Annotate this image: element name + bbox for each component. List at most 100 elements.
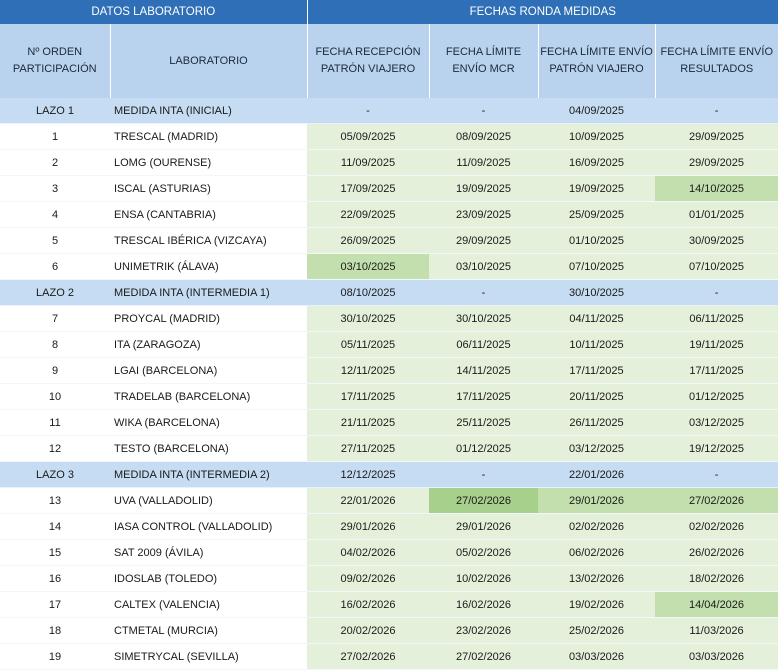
loop-row: LAZO 3 MEDIDA INTA (INTERMEDIA 2) 12/12/20… <box>0 461 778 488</box>
cell-limite-resultados: 18/02/2026 <box>655 565 778 592</box>
col-header-limite-resultados: FECHA LÍMITE ENVÍO RESULTADOS <box>655 24 778 98</box>
cell-limite-resultados: 19/12/2025 <box>655 435 778 462</box>
cell-recepcion: 22/09/2025 <box>307 201 430 228</box>
cell-limite-patron: 19/02/2026 <box>538 591 656 618</box>
cell-laboratorio: ISCAL (ASTURIAS) <box>110 175 308 202</box>
cell-recepcion: 22/01/2026 <box>307 487 430 514</box>
table-row: 13 UVA (VALLADOLID) 22/01/2026 27/02/2026 29… <box>0 487 778 514</box>
cell-limite-patron: 29/01/2026 <box>538 487 656 514</box>
table-row: 4 ENSA (CANTABRIA) 22/09/2025 23/09/2025 25/… <box>0 201 778 228</box>
cell-orden: 1 <box>0 123 110 150</box>
cell-limite-mcr: 29/09/2025 <box>429 227 539 254</box>
cell-limite-mcr: 29/01/2026 <box>429 513 539 540</box>
cell-limite-mcr: - <box>429 461 539 488</box>
cell-recepcion: 27/02/2026 <box>307 643 430 670</box>
cell-limite-patron: 02/02/2026 <box>538 513 656 540</box>
cell-recepcion: 17/09/2025 <box>307 175 430 202</box>
cell-limite-resultados: 01/01/2025 <box>655 201 778 228</box>
group-header-row: DATOS LABORATORIO FECHAS RONDA MEDIDAS <box>0 0 778 24</box>
cell-recepcion: 27/11/2025 <box>307 435 430 462</box>
cell-orden: 19 <box>0 643 110 670</box>
table-row: 18 CTMETAL (MURCIA) 20/02/2026 23/02/2026 25… <box>0 617 778 644</box>
cell-orden: 17 <box>0 591 110 618</box>
cell-limite-resultados: 17/11/2025 <box>655 357 778 384</box>
cell-recepcion: 16/02/2026 <box>307 591 430 618</box>
cell-limite-patron: 19/09/2025 <box>538 175 656 202</box>
cell-limite-patron: 30/10/2025 <box>538 279 656 306</box>
cell-limite-resultados: 03/03/2026 <box>655 643 778 670</box>
cell-recepcion: 08/10/2025 <box>307 279 430 306</box>
cell-orden: LAZO 3 <box>0 461 110 488</box>
cell-laboratorio: LOMG (OURENSE) <box>110 149 308 176</box>
cell-limite-resultados: 03/12/2025 <box>655 409 778 436</box>
cell-orden: 14 <box>0 513 110 540</box>
cell-orden: 2 <box>0 149 110 176</box>
cell-limite-mcr: 19/09/2025 <box>429 175 539 202</box>
col-header-laboratorio: LABORATORIO <box>110 24 308 98</box>
cell-recepcion: 05/11/2025 <box>307 331 430 358</box>
cell-limite-resultados: 14/10/2025 <box>655 175 778 202</box>
group-datos-laboratorio: DATOS LABORATORIO <box>0 0 308 24</box>
cell-recepcion: 03/10/2025 <box>307 253 430 280</box>
cell-orden: 11 <box>0 409 110 436</box>
cell-orden: 12 <box>0 435 110 462</box>
table-row: 15 SAT 2009 (ÁVILA) 04/02/2026 05/02/2026 06… <box>0 539 778 566</box>
cell-laboratorio: IASA CONTROL (VALLADOLID) <box>110 513 308 540</box>
col-header-limite-patron: FECHA LÍMITE ENVÍO PATRÓN VIAJERO <box>538 24 656 98</box>
cell-limite-patron: 13/02/2026 <box>538 565 656 592</box>
cell-limite-mcr: 01/12/2025 <box>429 435 539 462</box>
table-row: 19 SIMETRYCAL (SEVILLA) 27/02/2026 27/02/20… <box>0 643 778 670</box>
table-row: 12 TESTO (BARCELONA) 27/11/2025 01/12/2025 0… <box>0 435 778 462</box>
cell-limite-resultados: 29/09/2025 <box>655 123 778 150</box>
cell-limite-mcr: 23/02/2026 <box>429 617 539 644</box>
table-row: 17 CALTEX (VALENCIA) 16/02/2026 16/02/2026 1… <box>0 591 778 618</box>
table-row: 8 ITA (ZARAGOZA) 05/11/2025 06/11/2025 10/11… <box>0 331 778 358</box>
cell-orden: LAZO 1 <box>0 98 110 124</box>
cell-recepcion: 21/11/2025 <box>307 409 430 436</box>
cell-laboratorio: MEDIDA INTA (INTERMEDIA 1) <box>110 279 308 306</box>
cell-limite-patron: 25/02/2026 <box>538 617 656 644</box>
table-row: 2 LOMG (OURENSE) 11/09/2025 11/09/2025 16/09… <box>0 149 778 176</box>
cell-limite-resultados: 02/02/2026 <box>655 513 778 540</box>
cell-laboratorio: ITA (ZARAGOZA) <box>110 331 308 358</box>
table-row: 10 TRADELAB (BARCELONA) 17/11/2025 17/11/20… <box>0 383 778 410</box>
cell-recepcion: 20/02/2026 <box>307 617 430 644</box>
cell-limite-mcr: 17/11/2025 <box>429 383 539 410</box>
cell-limite-mcr: 23/09/2025 <box>429 201 539 228</box>
cell-laboratorio: UVA (VALLADOLID) <box>110 487 308 514</box>
cell-laboratorio: TRADELAB (BARCELONA) <box>110 383 308 410</box>
cell-limite-resultados: 06/11/2025 <box>655 305 778 332</box>
cell-limite-mcr: 03/10/2025 <box>429 253 539 280</box>
loop-row: LAZO 2 MEDIDA INTA (INTERMEDIA 1) 08/10/20… <box>0 279 778 306</box>
column-header-row: Nº ORDEN PARTICIPACIÓN LABORATORIO FECHA… <box>0 24 778 98</box>
cell-recepcion: 04/02/2026 <box>307 539 430 566</box>
cell-limite-mcr: 11/09/2025 <box>429 149 539 176</box>
cell-limite-resultados: 30/09/2025 <box>655 227 778 254</box>
loop-row: LAZO 1 MEDIDA INTA (INICIAL) - -04/09/2025- <box>0 98 778 124</box>
cell-recepcion: 17/11/2025 <box>307 383 430 410</box>
cell-orden: 15 <box>0 539 110 566</box>
cell-limite-resultados: 29/09/2025 <box>655 149 778 176</box>
table-row: 6 UNIMETRIK (ÁLAVA) 03/10/2025 03/10/2025 07… <box>0 253 778 280</box>
cell-orden: 8 <box>0 331 110 358</box>
cell-laboratorio: SAT 2009 (ÁVILA) <box>110 539 308 566</box>
cell-limite-mcr: - <box>429 98 539 124</box>
cell-laboratorio: MEDIDA INTA (INTERMEDIA 2) <box>110 461 308 488</box>
col-header-recepcion: FECHA RECEPCIÓN PATRÓN VIAJERO <box>307 24 430 98</box>
group-fechas-ronda: FECHAS RONDA MEDIDAS <box>307 0 778 24</box>
cell-limite-patron: 20/11/2025 <box>538 383 656 410</box>
cell-limite-resultados: 07/10/2025 <box>655 253 778 280</box>
table-row: 16 IDOSLAB (TOLEDO) 09/02/2026 10/02/2026 13… <box>0 565 778 592</box>
table-row: 3 ISCAL (ASTURIAS) 17/09/2025 19/09/2025 19/… <box>0 175 778 202</box>
table-row: 9 LGAI (BARCELONA) 12/11/2025 14/11/2025 17/… <box>0 357 778 384</box>
cell-laboratorio: TESTO (BARCELONA) <box>110 435 308 462</box>
cell-laboratorio: PROYCAL (MADRID) <box>110 305 308 332</box>
cell-recepcion: 09/02/2026 <box>307 565 430 592</box>
cell-recepcion: - <box>307 98 430 124</box>
cell-orden: 7 <box>0 305 110 332</box>
cell-laboratorio: TRESCAL IBÉRICA (VIZCAYA) <box>110 227 308 254</box>
cell-limite-patron: 16/09/2025 <box>538 149 656 176</box>
cell-recepcion: 29/01/2026 <box>307 513 430 540</box>
cell-limite-patron: 22/01/2026 <box>538 461 656 488</box>
